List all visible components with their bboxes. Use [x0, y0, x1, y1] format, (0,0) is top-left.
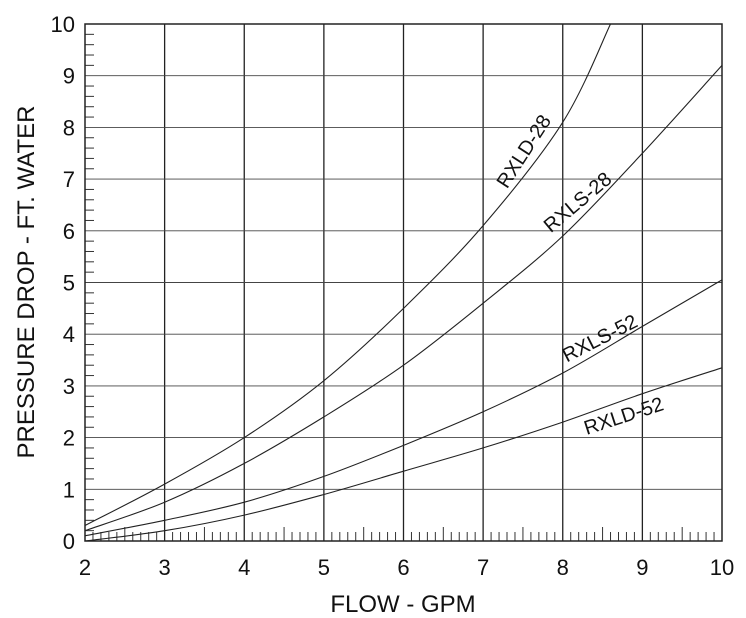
- y-tick-label: 5: [63, 271, 75, 296]
- series-label-rxls-28: RXLS-28: [540, 168, 616, 237]
- x-tick-label: 8: [557, 555, 569, 580]
- y-tick-label: 3: [63, 374, 75, 399]
- y-tick-label: 7: [63, 167, 75, 192]
- x-tick-label: 7: [477, 555, 489, 580]
- curves: [84, 23, 723, 542]
- y-tick-label: 2: [63, 426, 75, 451]
- y-tick-label: 0: [63, 529, 75, 554]
- y-tick-label: 9: [63, 64, 75, 89]
- y-tick-label: 10: [51, 12, 75, 37]
- x-tick-label: 10: [710, 555, 734, 580]
- series-label-rxls-52: RXLS-52: [559, 311, 641, 367]
- y-tick-label: 8: [63, 115, 75, 140]
- x-tick-label: 4: [238, 555, 250, 580]
- grid-lines: [85, 24, 722, 541]
- x-axis-title: FLOW - GPM: [330, 591, 475, 618]
- y-axis-title: PRESSURE DROP - FT. WATER: [13, 106, 40, 459]
- series-line-rxld-52: [84, 367, 723, 542]
- y-tick-label: 6: [63, 219, 75, 244]
- plot-frame: [84, 23, 723, 542]
- series-label-rxld-28: RXLD-28: [493, 111, 556, 192]
- y-tick-label: 1: [63, 477, 75, 502]
- x-tick-label: 6: [397, 555, 409, 580]
- x-tick-label: 2: [79, 555, 91, 580]
- series-line-rxld-28: [84, 23, 611, 526]
- series-line-rxls-28: [84, 65, 723, 532]
- x-tick-label: 3: [159, 555, 171, 580]
- y-tick-label: 4: [63, 322, 75, 347]
- x-tick-labels: 2 3 4 5 6 7 8 9 10: [79, 555, 734, 580]
- x-tick-label: 5: [318, 555, 330, 580]
- series-line-rxls-52: [84, 279, 723, 537]
- minor-ticks: [85, 33, 715, 541]
- y-tick-labels: 0 1 2 3 4 5 6 7 8 9 10: [51, 12, 75, 554]
- x-tick-label: 9: [636, 555, 648, 580]
